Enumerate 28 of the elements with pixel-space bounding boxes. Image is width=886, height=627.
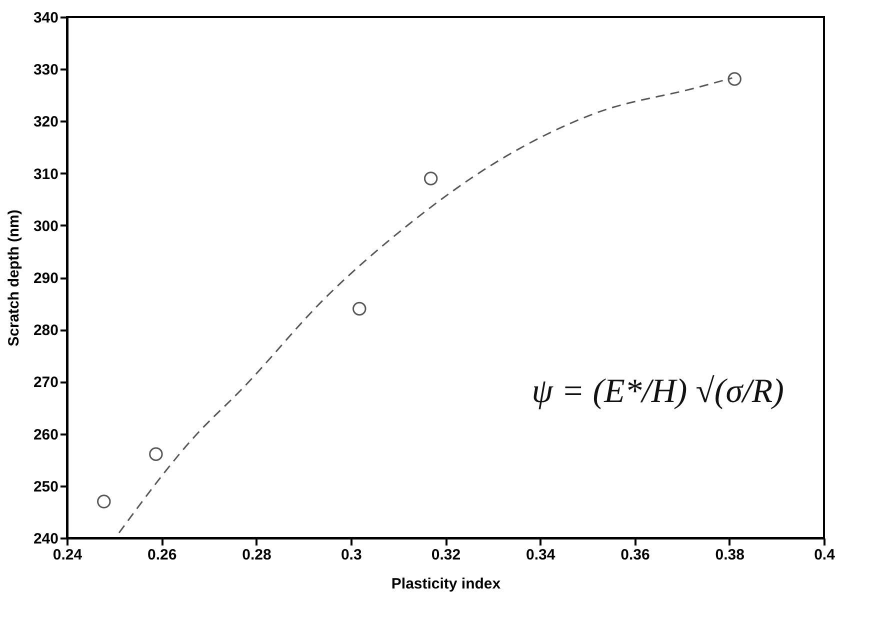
annotation: ψ = (E*/H) √(σ/R) xyxy=(532,373,784,410)
y-tick-label: 280 xyxy=(33,322,58,340)
x-tick-label: 0.28 xyxy=(242,546,272,564)
point xyxy=(424,172,438,186)
y-tick-label: 340 xyxy=(33,10,58,26)
point xyxy=(352,302,366,316)
x-tick-label: 0.36 xyxy=(620,546,650,564)
x-tick-label: 0.4 xyxy=(814,546,836,564)
y-tick-label: 250 xyxy=(33,478,58,496)
x-tick-label: 0.24 xyxy=(52,546,83,564)
x-axis-title: Plasticity index xyxy=(391,576,502,592)
y-tick-label: 310 xyxy=(33,166,58,183)
y-tick-label: 270 xyxy=(33,374,58,392)
y-axis-title: Scratch depth (nm) xyxy=(5,210,22,346)
y-tick-label: 240 xyxy=(33,530,58,548)
y-tick-label: 300 xyxy=(33,218,58,235)
x-tick-label: 0.3 xyxy=(340,546,362,564)
point xyxy=(97,494,111,508)
y-tick-label: 290 xyxy=(33,270,58,287)
x-tick-label: 0.26 xyxy=(148,546,177,564)
y-tick-label: 320 xyxy=(33,114,58,131)
x-tick-label: 0.38 xyxy=(715,546,744,564)
x-tick-label: 0.34 xyxy=(526,546,556,564)
y-tick-label: 330 xyxy=(33,62,58,79)
y-tick-label: 260 xyxy=(33,426,58,444)
point xyxy=(149,447,163,461)
x-tick-label: 0.32 xyxy=(431,546,461,564)
point xyxy=(728,72,742,86)
